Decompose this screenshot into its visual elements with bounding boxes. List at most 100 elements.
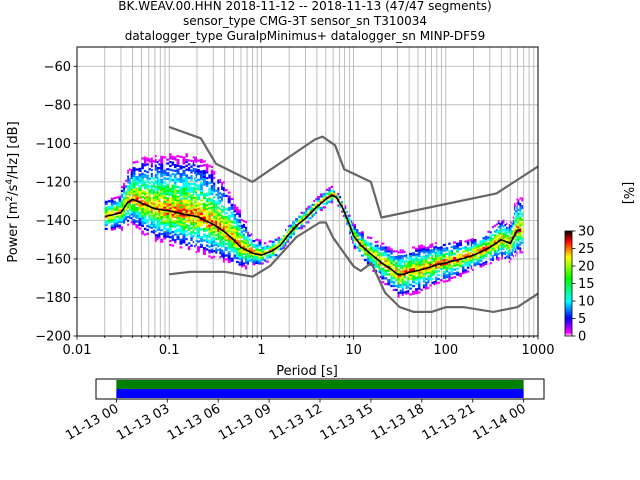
pdf-cell xyxy=(217,210,220,213)
pdf-cell xyxy=(199,220,203,223)
pdf-cell xyxy=(127,196,129,199)
pdf-cell xyxy=(418,260,421,263)
pdf-cell xyxy=(258,243,262,246)
pdf-cell xyxy=(429,276,432,279)
pdf-cell xyxy=(515,239,517,242)
pdf-cell xyxy=(330,201,334,204)
pdf-cell xyxy=(247,256,249,259)
pdf-cell xyxy=(238,234,241,237)
pdf-cell xyxy=(222,252,225,255)
pdf-cell xyxy=(429,270,432,274)
pdf-cell xyxy=(418,252,421,256)
pdf-cell xyxy=(397,276,400,279)
pdf-cell xyxy=(374,265,378,269)
pdf-cell xyxy=(240,261,244,264)
pdf-cell xyxy=(118,218,121,222)
pdf-cell xyxy=(219,244,222,247)
pdf-cell xyxy=(516,252,518,255)
pdf-cell xyxy=(210,206,214,209)
pdf-cell xyxy=(160,157,164,160)
pdf-cell xyxy=(422,245,426,248)
pdf-cell xyxy=(166,193,170,196)
pdf-cell xyxy=(219,232,222,236)
pdf-cell xyxy=(179,221,183,224)
pdf-cell xyxy=(210,212,214,215)
pdf-cell xyxy=(489,246,492,249)
pdf-cell xyxy=(166,212,170,215)
pdf-cell xyxy=(415,247,419,250)
pdf-cell xyxy=(384,250,388,253)
pdf-cell xyxy=(141,176,144,179)
pdf-cell xyxy=(205,192,209,195)
pdf-cell xyxy=(459,272,463,276)
pdf-cell xyxy=(156,161,159,164)
pdf-cell xyxy=(462,270,465,273)
pdf-cell xyxy=(171,213,175,216)
pdf-cell xyxy=(146,184,149,187)
pdf-cell xyxy=(148,195,151,198)
pdf-cell xyxy=(185,197,188,200)
pdf-cell xyxy=(143,173,147,177)
pdf-cell xyxy=(113,220,117,223)
pdf-cell xyxy=(233,231,237,234)
pdf-cell xyxy=(507,234,509,238)
pdf-cell xyxy=(493,253,496,256)
pdf-cell xyxy=(174,173,177,176)
pdf-cell xyxy=(238,251,241,255)
pdf-cell xyxy=(415,272,419,275)
pdf-cell xyxy=(205,207,209,211)
pdf-cell xyxy=(135,197,139,200)
pdf-cell xyxy=(277,236,281,239)
pdf-cell xyxy=(497,220,500,223)
pdf-cell xyxy=(196,211,200,214)
pdf-cell xyxy=(194,160,196,163)
y-tick-label: −140 xyxy=(35,214,71,229)
pdf-cell xyxy=(390,277,393,280)
pdf-cell xyxy=(222,242,225,246)
pdf-cell xyxy=(187,226,191,230)
pdf-cell xyxy=(258,245,262,248)
pdf-cell xyxy=(148,185,151,188)
pdf-cell xyxy=(158,234,161,237)
pdf-cell xyxy=(195,199,197,202)
pdf-cell xyxy=(510,221,512,224)
pdf-cell xyxy=(407,282,410,285)
pdf-cell xyxy=(445,262,449,265)
pdf-cell xyxy=(171,225,175,228)
pdf-cell xyxy=(152,200,155,203)
pdf-cell xyxy=(116,219,119,222)
pdf-cell xyxy=(196,246,200,249)
pdf-cell xyxy=(390,263,393,266)
pdf-cell xyxy=(514,214,516,217)
pdf-cell xyxy=(138,217,142,221)
pdf-cell xyxy=(213,234,216,237)
pdf-cell xyxy=(519,251,522,254)
pdf-cell xyxy=(399,257,402,260)
pdf-cell xyxy=(377,252,379,255)
pdf-cell xyxy=(435,247,437,250)
pdf-cell xyxy=(401,260,404,264)
pdf-cell xyxy=(399,285,402,289)
pdf-cell xyxy=(104,223,108,227)
pdf-cell xyxy=(179,190,183,193)
pdf-cell xyxy=(192,156,195,159)
pdf-cell xyxy=(377,265,379,268)
pdf-cell xyxy=(199,193,203,196)
pdf-cell xyxy=(160,192,164,195)
pdf-cell xyxy=(219,236,222,239)
pdf-cell xyxy=(515,235,517,238)
pdf-cell xyxy=(150,219,153,222)
pdf-cell xyxy=(238,211,241,214)
pdf-cell xyxy=(484,241,488,244)
pdf-cell xyxy=(493,224,496,227)
pdf-cell xyxy=(472,259,474,262)
pdf-cell xyxy=(422,266,426,270)
pdf-cell xyxy=(169,187,172,191)
pdf-cell xyxy=(484,249,488,252)
pdf-cell xyxy=(208,251,211,254)
pdf-cell xyxy=(510,251,512,255)
pdf-cell xyxy=(459,261,463,264)
pdf-cell xyxy=(363,258,367,262)
pdf-cell xyxy=(516,219,518,222)
pdf-cell xyxy=(240,232,244,235)
